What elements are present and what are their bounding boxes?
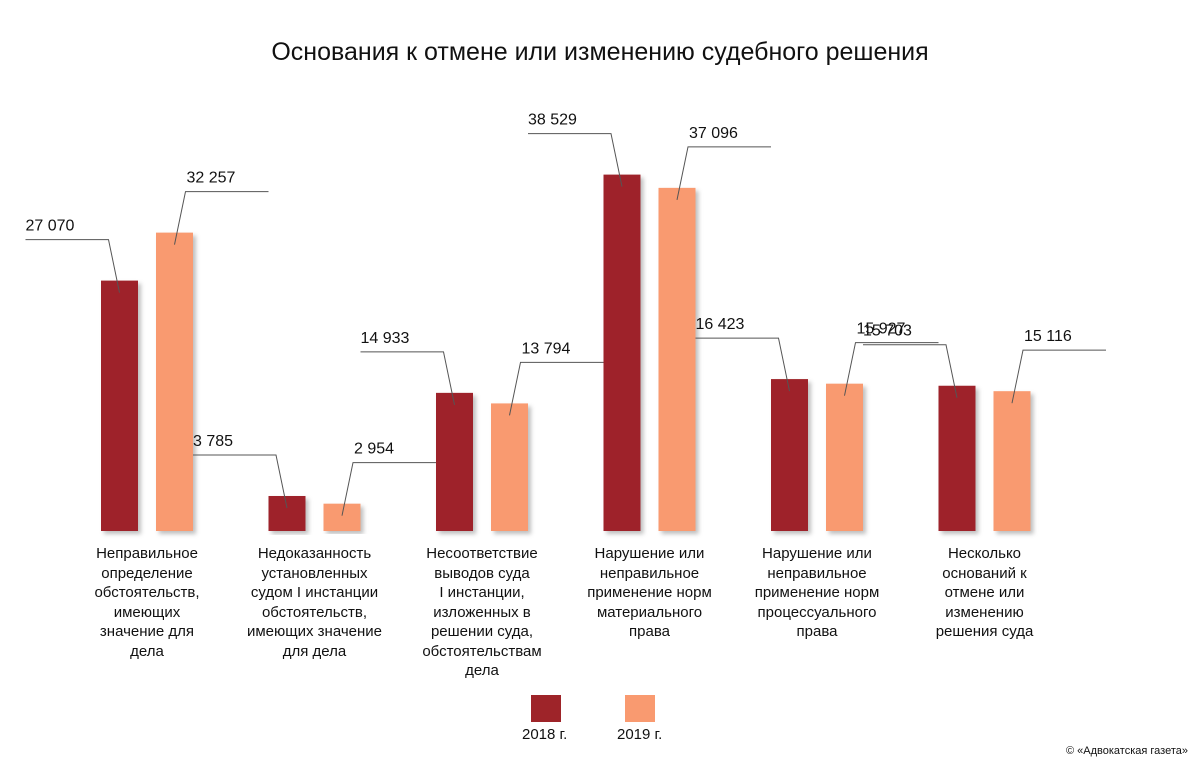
leader-line-2019-1 — [341, 462, 436, 516]
bar-2019-5 — [993, 391, 1031, 531]
legend-label-2019: 2019 г. — [617, 726, 663, 743]
category-label-3: Нарушение или неправильное применение но… — [587, 545, 712, 640]
bar-2018-4 — [771, 379, 808, 531]
leader-line-2019-0 — [174, 191, 269, 245]
leader-line-2018-3 — [528, 133, 623, 187]
bar-2019-3 — [658, 187, 696, 531]
leader-line-2018-0 — [25, 239, 120, 293]
leader-line-2019-2 — [509, 361, 604, 416]
bar-2018-0 — [101, 280, 138, 531]
value-label-2018-0: 27 070 — [26, 218, 75, 235]
leader-line-2019-4 — [844, 342, 939, 396]
leader-line-2018-1 — [193, 454, 288, 509]
leader-line-2018-2 — [360, 351, 455, 405]
bar-2019-2 — [491, 403, 528, 531]
category-label-5: Несколько оснований к отмене или изменен… — [935, 545, 1034, 640]
value-label-2018-4: 16 423 — [696, 316, 745, 333]
value-label-2019-0: 32 257 — [187, 170, 236, 187]
bar-2019-0 — [156, 232, 193, 532]
leader-line-2018-5 — [863, 344, 958, 398]
legend-swatch-2018 — [531, 695, 561, 722]
category-label-2: Несоответствие выводов суда I инстанции,… — [422, 545, 542, 679]
category-label-0: Неправильное определение обстоятельств, … — [94, 545, 200, 660]
category-label-1: Недоказанность установленных судом I инс… — [246, 545, 382, 660]
legend-label-2018: 2018 г. — [522, 726, 568, 743]
category-label-4: Нарушение или неправильное применение но… — [754, 545, 880, 640]
bar-2018-1 — [268, 495, 306, 531]
bar-2019-1 — [323, 503, 361, 531]
value-label-2019-4: 15 927 — [857, 321, 906, 338]
value-label-2019-3: 37 096 — [689, 125, 738, 142]
copyright-credit: © «Адвокатская газета» — [1066, 745, 1188, 757]
value-label-2018-1: 3 785 — [193, 433, 233, 450]
value-label-2018-2: 14 933 — [361, 330, 410, 347]
value-label-2019-5: 15 116 — [1024, 328, 1072, 345]
bar-2018-5 — [938, 385, 976, 531]
legend-swatch-2019 — [625, 695, 655, 722]
leader-line-2018-4 — [695, 337, 790, 392]
value-label-2019-2: 13 794 — [522, 340, 571, 357]
leader-line-2019-3 — [676, 146, 771, 200]
chart-title: Основания к отмене или изменению судебно… — [271, 38, 929, 66]
bar-2019-4 — [826, 383, 863, 531]
value-label-2018-3: 38 529 — [528, 112, 577, 129]
value-label-2019-1: 2 954 — [354, 441, 394, 458]
bar-2018-2 — [436, 392, 473, 531]
value-label-2018-5: 15 703 — [863, 323, 912, 340]
bar-2018-3 — [603, 174, 641, 531]
leader-line-2019-5 — [1011, 349, 1106, 404]
